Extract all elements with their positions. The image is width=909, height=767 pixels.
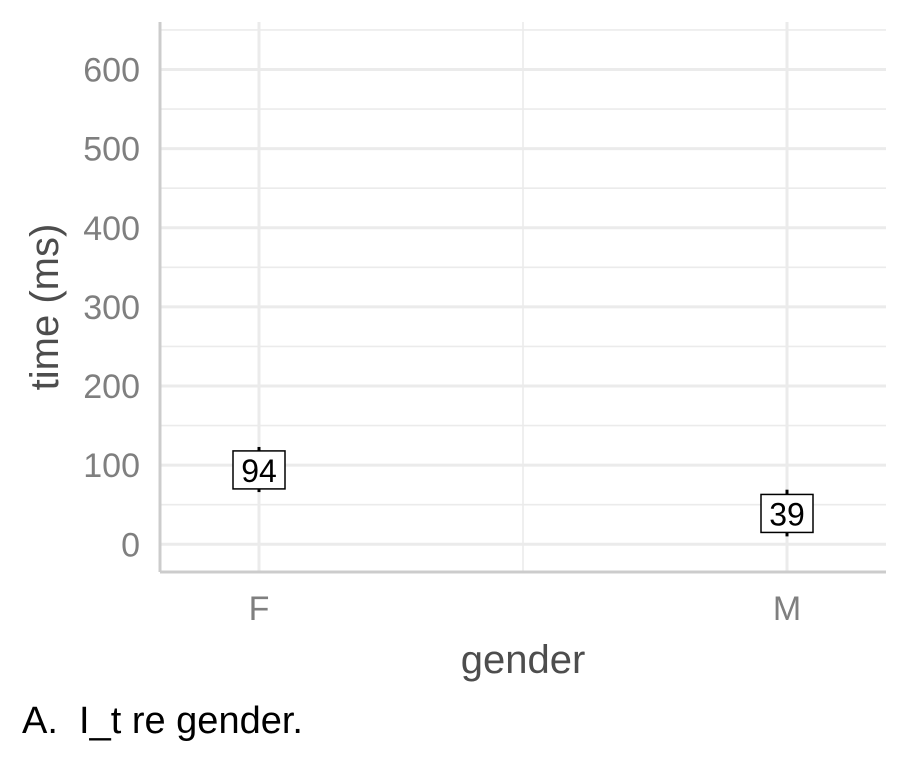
y-tick-label: 200 xyxy=(83,368,140,406)
y-tick-label: 600 xyxy=(83,51,140,89)
y-tick-label: 300 xyxy=(83,289,140,327)
axes xyxy=(158,22,886,574)
x-tick-label: F xyxy=(249,590,270,628)
y-tick-label: 0 xyxy=(121,526,140,564)
y-tick-label: 500 xyxy=(83,131,140,169)
y-tick-label: 400 xyxy=(83,210,140,248)
y-axis-title: time (ms) xyxy=(23,224,67,391)
x-tick-label: M xyxy=(773,590,801,628)
data-label: 39 xyxy=(769,496,805,532)
x-axis-title: gender xyxy=(461,638,586,682)
figure-caption: A. I_t re gender. xyxy=(22,700,303,742)
y-tick-label: 100 xyxy=(83,447,140,485)
data-label-box xyxy=(232,450,286,490)
data-label: 94 xyxy=(241,453,277,489)
tick-labels: 0 100 200 300 400 500 600 F M xyxy=(83,51,801,628)
data-marks: 94 39 xyxy=(232,446,814,537)
data-label-box xyxy=(760,493,814,534)
